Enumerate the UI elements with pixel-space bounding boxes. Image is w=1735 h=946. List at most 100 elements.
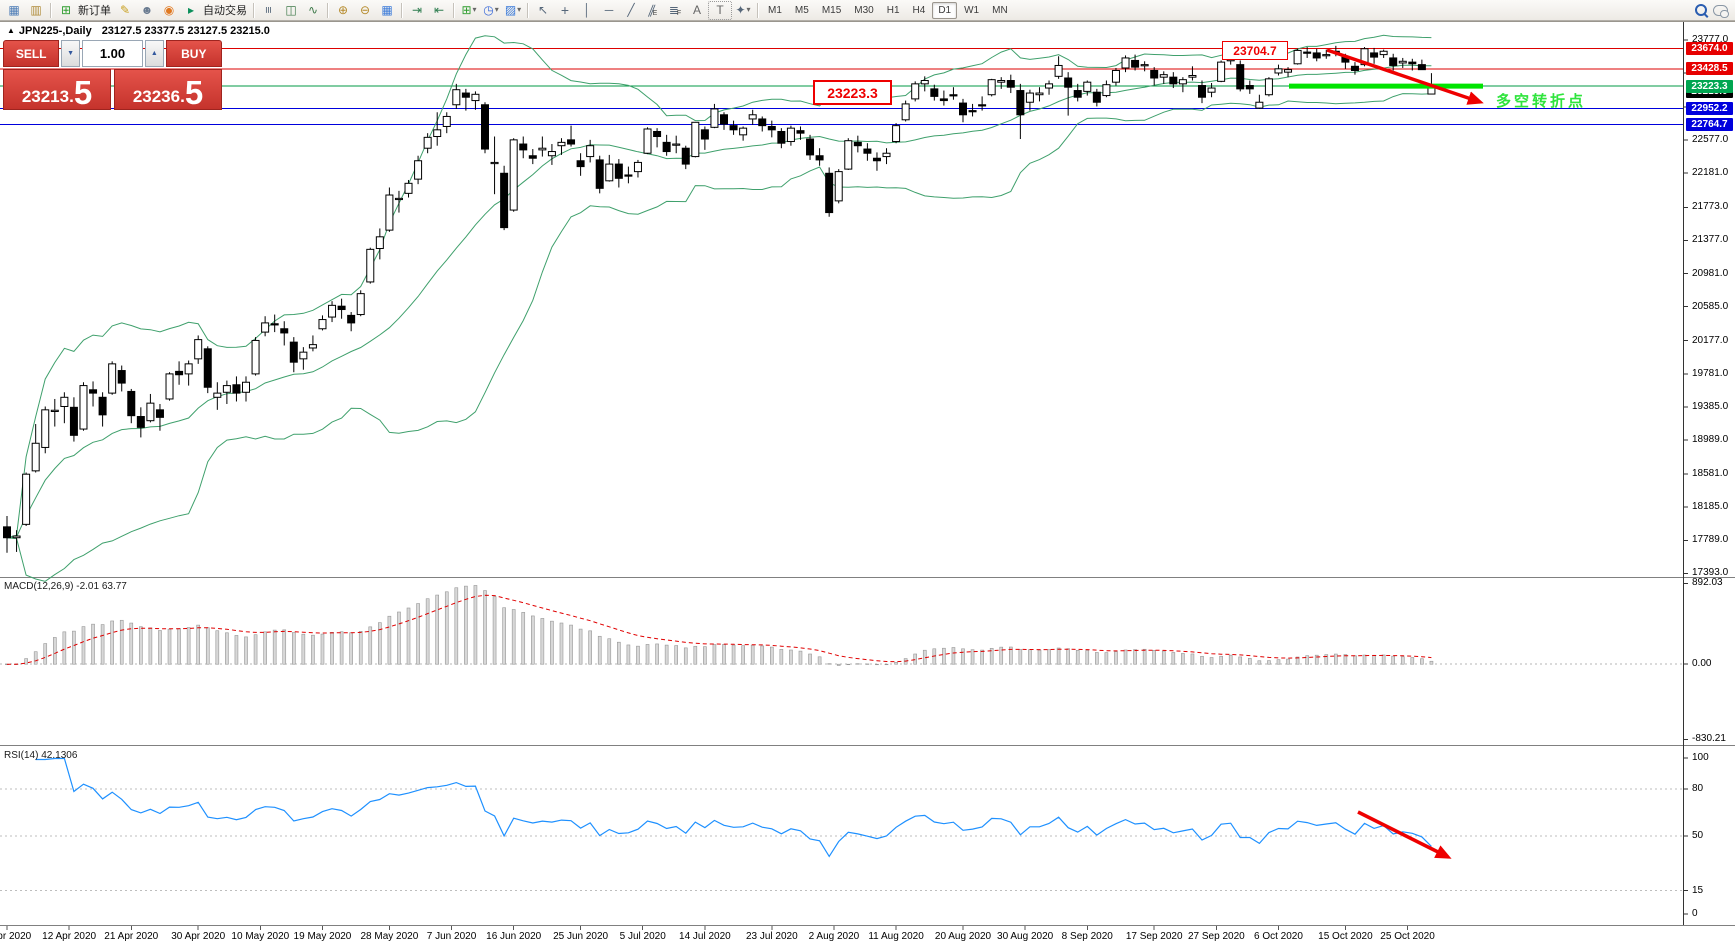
channel-tool-icon[interactable]: ∥ E [642,2,664,19]
candle-body [433,129,442,138]
macd-histogram-bar [769,646,774,665]
macd-histogram-bar [999,646,1004,665]
candle-body [997,80,1006,83]
date-label: 17 Sep 2020 [1125,931,1183,942]
line-chart-icon[interactable]: ∿ [307,3,319,17]
macd-histogram-bar [817,656,822,665]
cursor-tool-icon[interactable]: ↖ [537,3,549,17]
one-click-top-row: SELL ▼ 1.00 ▲ BUY [3,40,222,67]
tf-button-M15[interactable]: M15 [821,4,842,16]
arrows-tool-icon[interactable]: ✦ ▾ [732,2,754,19]
candle-body [1169,76,1178,85]
chart-shift-icon[interactable]: ⇤ [433,3,445,17]
crosshair-tool-icon[interactable]: + [560,2,570,18]
tf-button-H4[interactable]: H4 [912,4,926,16]
sell-price-display[interactable]: 23213. 5 [3,69,111,110]
volume-input[interactable]: 1.00 [81,40,144,67]
signals-icon[interactable]: ◉ [163,3,175,17]
date-label: 5 Jul 2020 [619,931,666,942]
tf-button-M30[interactable]: M30 [854,4,874,16]
indicators-icon[interactable]: ⊞ ▾ [458,2,480,19]
macd-histogram-bar [827,663,831,665]
tf-button-M1[interactable]: M1 [768,4,782,16]
bar-chart-icon[interactable]: ≡ [258,2,280,19]
chat-icon[interactable] [1713,4,1729,18]
periods-icon[interactable]: ◷ ▾ [480,2,502,19]
macd-histogram-bar [1400,656,1405,665]
macd-histogram-bar [454,587,459,665]
macd-histogram-bar [674,645,679,665]
macd-histogram-bar [636,645,640,665]
macd-histogram-bar [980,649,984,665]
collapse-arrow-icon[interactable]: ▲ [7,26,15,35]
candle-body [175,370,184,376]
autotrade-icon[interactable]: ▸ [187,3,195,17]
tf-button-MN[interactable]: MN [992,4,1008,16]
tf-button-D1[interactable]: D1 [932,1,958,19]
candle-body [614,163,623,179]
new-order-button[interactable]: 新订单 [78,5,111,17]
toolbar-separator [253,2,255,18]
buy-button[interactable]: BUY [165,40,222,67]
symbol-period-label: JPN225-,Daily [18,25,92,37]
candle-body [1284,69,1293,73]
date-label: 25 Jun 2020 [553,931,609,942]
macd-histogram-bar [177,628,181,665]
price-tick-label: 18581.0 [1692,468,1729,480]
candle-body [586,145,595,158]
tf-button-H1[interactable]: H1 [886,4,900,16]
candle-body [576,160,585,168]
candle-body [1217,61,1226,82]
fibonacci-tool-icon[interactable]: ≣ F [664,2,686,19]
dropdown-arrow-icon: ▾ [746,5,751,14]
tf-button-M5[interactable]: M5 [794,4,809,16]
new-order-icon[interactable]: ⊞ [60,3,72,17]
date-label: 15 Oct 2020 [1318,931,1373,942]
candle-body [1207,87,1216,93]
vertical-line-tool-icon[interactable]: │ [583,3,591,17]
candle-body [949,94,958,97]
profiles-icon[interactable]: ☻ [140,3,154,17]
macd-histogram-bar [1372,654,1376,665]
price-tick-label: 18989.0 [1692,434,1729,445]
market-watch-icon[interactable]: ▦ [8,3,20,17]
autotrade-button[interactable]: 自动交易 [203,5,247,17]
macd-histogram-bar [1171,652,1176,665]
macd-histogram-bar [339,631,344,665]
candle-body [184,363,193,375]
candlestick-chart-icon[interactable]: ◫ [285,3,297,17]
text-tool-icon[interactable]: A [692,3,701,17]
volume-increase-button[interactable]: ▲ [145,40,164,67]
candle-body [127,390,136,417]
zoom-out-icon[interactable]: ⊖ [359,3,371,17]
rsi-tick-label: 0 [1692,908,1698,919]
horizontal-line-tool-icon[interactable]: ─ [604,3,614,17]
tile-windows-icon[interactable]: ▦ [381,3,393,17]
peak-price-annotation[interactable]: 23704.7 [1222,41,1288,60]
support-price-annotation[interactable]: 23223.3 [813,80,892,105]
candle-body [69,406,78,436]
text-label-tool-icon[interactable]: T [708,0,732,20]
candle-body [481,104,489,150]
macd-tick-label: -830.21 [1692,733,1726,745]
buy-price-display[interactable]: 23236. 5 [114,69,222,110]
candle-body [509,139,518,211]
tf-button-W1[interactable]: W1 [964,4,980,16]
trendline-tool-icon[interactable]: ╱ [627,3,635,17]
data-window-icon[interactable]: ▥ [30,3,42,17]
candle-body [748,114,757,120]
macd-histogram-bar [683,647,688,665]
auto-scroll-icon[interactable]: ⇥ [411,3,423,17]
search-icon[interactable] [1695,4,1707,16]
zoom-in-icon[interactable]: ⊕ [337,3,349,17]
volume-decrease-button[interactable]: ▼ [61,40,80,67]
candle-body [767,125,776,131]
templates-icon[interactable]: ▨ ▾ [502,2,524,19]
candle-body [356,293,365,316]
turning-point-annotation[interactable]: 多空转折点 [1496,93,1587,110]
macd-histogram-bar [320,633,325,665]
sell-button[interactable]: SELL [3,40,60,67]
candle-body [1083,81,1092,92]
styles-icon[interactable]: ✎ [119,3,131,17]
